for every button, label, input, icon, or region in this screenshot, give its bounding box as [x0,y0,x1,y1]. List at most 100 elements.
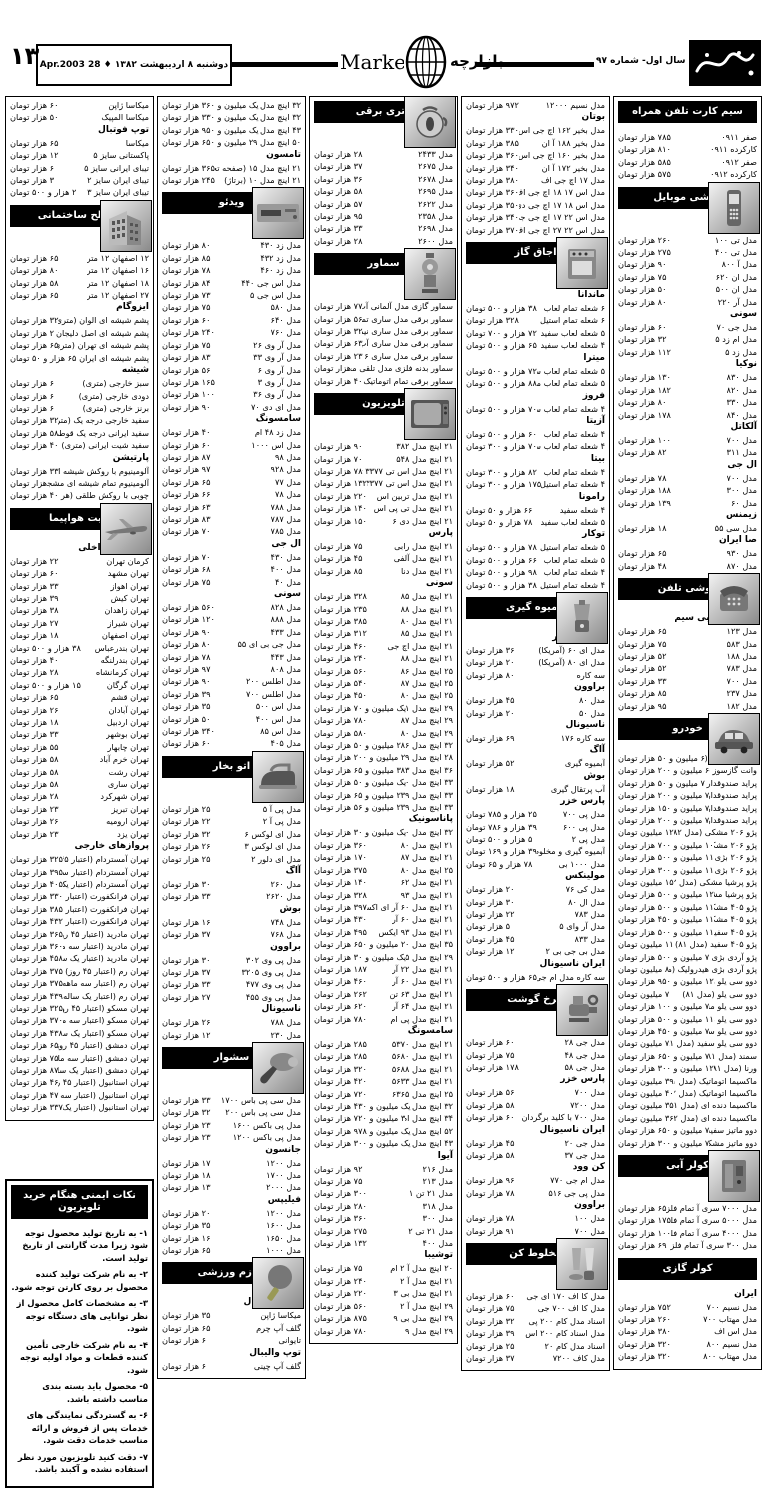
section-title: اتو بخار [212,760,251,772]
item-name: تهران اهواز [110,580,149,591]
item-price: ۶۵ هزار تومان [10,692,59,703]
price-row: مدل ۲۰۰۰ ۱۳ هزار تومان [162,1181,301,1193]
item-name: مدل بخیر ۱۷۲ آ ان [541,162,605,173]
price-row: مدل ۴۳۳ ۹۰ هزار تومان [162,626,301,638]
item-price: ۶۰ هزار تومان [162,738,211,749]
item-name: مدل ۳۱۸ [422,1200,453,1211]
price-row: ۲۹ اینچ مدل ۸۱یک میلیون و ۷۰ هزار تومان [314,702,453,714]
price-row: مدل ۲۱۳ ۷۵ هزار تومان [314,1175,453,1187]
item-price: ۶۵ هزار تومان [162,1245,211,1256]
item-name: تایوانی [278,1335,301,1346]
item-name: مدل ۲۳۵۸ [418,211,453,222]
price-row: ۳۲ اینچ مدل ۹۰یک میلیون و ۳۰ هزار تومان [314,826,453,838]
item-price: ۲ میلیون و ۶۵۰ هزار تومان [314,939,406,950]
item-name: ۲۵ اینچ مدل ۸۷ [400,678,453,688]
item-name: مدل پی جی ۵۱۶ [548,1187,605,1198]
price-row: مدل پی ۷۰۰ ۲۵ هزار و ۷۸۵ تومان [466,808,605,820]
brand-name: ایران [734,1288,757,1299]
item-price: ۴۹۵ هزار تومان [314,926,367,937]
price-row: ۲۱ اینچ مدل آ ۲ ۲۴۰ هزار تومان [314,1275,453,1287]
item-price: ۷۵ هزار تومان [314,1263,363,1274]
item-price: ۱۸۷ هزار تومان [314,963,367,974]
item-price: ۶۰ هزار تومان [466,1112,515,1123]
item-price: ۱۶ هزار تومان [162,1232,211,1243]
price-row: مدل ۴۰۰ ۱۳۲ هزار تومان [314,1237,453,1249]
item-price: ۶۰ هزار و ۵۰۰ تومان [466,428,537,439]
item-name: مدل ۲۶۷۸ [418,173,453,184]
item-price: ۸۰ هزار تومان [618,397,667,408]
item-price: ۳۶۵ هزار تومان [10,928,63,939]
item-name: مدل ۳۰۰ [726,485,757,496]
item-name: تهران دمشق (اعتبار سه ماهه) [58,1052,149,1063]
item-price: ۵۸ هزار تومان [10,277,59,288]
price-row: ۵ شعله لعاب سفید ۷۲ هزار و ۷۰۰ تومان [466,327,605,339]
price-row: مدل ۱۰۰ ۷۸ هزار تومان [466,1212,605,1224]
vcr-photo [252,187,304,240]
item-price: ۲۳ هزار تومان [314,350,363,361]
item-price: ۲ میلیون و ۵۶ هزار تومان [314,802,401,813]
brand-name: بوش [583,770,605,781]
item-name: مدل اسناد کام ۲۰۰ اس [525,1328,605,1339]
brand-name: توپ فوتبال [98,124,149,135]
price-row: مدل ان ۵۰۰ ۵۰ هزار تومان [618,283,757,295]
item-name: مدل ۲۳۰ [270,1029,301,1040]
item-price: ۳۶۰ هزار تومان [466,150,519,161]
price-row: ۲۱ اینچ مدل ۵۶۸۸ ۳۲۰ هزار تومان [314,1063,453,1075]
column-box: مدل نسیم ۱۲۰۰۰ ۹۷۲ هزار تومان بوتان مدل بخی… [461,96,610,1372]
item-price: ۹۰ هزار تومان [618,259,667,270]
price-row: مدل ۵۰۰۰ سری آ تمام فلز ۳۴۲۱۷۵ هزار توما… [618,1214,757,1226]
item-name: ۲۹ اینچ مدل ۹ [405,1325,453,1336]
section-title: سیم کارت تلفن همراه [632,106,743,117]
price-row: ۲۱ اینچ مدل ۸۸ ۲۴۰ هزار تومان [314,652,453,664]
item-price: ۸۰ هزار تومان [466,669,515,680]
item-name: ۴ شعله تمام لعاب [543,466,605,477]
price-row: مدل ۷۸۸ ۲۶ هزار تومان [162,1016,301,1028]
brand-name: ایران ناسیونال [539,958,605,969]
item-price: ۷۸ هزار تومان [314,465,363,476]
price-row: مدل ۲۶۰۰ ۲۸ هزار تومان [314,235,453,247]
item-price: ۶۵ هزار تومان [10,252,59,263]
item-price: ۵۸ هزار تومان [314,186,363,197]
price-row: آب پرتقال گیری ۱۸ هزار تومان [466,783,605,795]
item-price: ۱۱ میلیون و ۴۵۰ هزار تومان [618,914,714,925]
item-price: هزار تومان [10,477,48,488]
column-box: میکاسا ژاپن ۶۰ هزار تومان میکاسا المپیک ۵۰ … [5,96,154,1121]
item-price: ۳۹ هزار تومان [10,592,59,603]
price-row: مدل ۱۸۲ ۹۵ هزار تومان [618,700,757,712]
item-name: مدل ۸۰۸ [270,664,301,675]
item-price: ۹۷ هزار تومان [162,464,211,475]
item-price: ۳۶۰ هزار تومان [314,839,367,850]
item-name: ۴ شعله تمام لعاب [543,567,605,578]
brand-name: براوون [270,941,301,952]
price-row: تهران کرمانشاه ۲۸ هزار تومان [10,666,149,678]
brand-name: تامسون [266,149,301,160]
section-title: سشوار [213,1051,250,1063]
item-name: مدل اطلس ۲۰۰ [246,676,301,687]
price-row: مدل ۴۴۳ ۷۸ هزار تومان [162,651,301,663]
item-name: تهران ارومیه [106,816,149,827]
item-name: اسناد مدل کام ۲۰۰ پی [528,1315,605,1326]
item-price: ۲۴۵ هزار تومان [162,175,215,186]
item-name: مدل پی ۲ [571,834,605,845]
item-name: تهران آمستردام (اعتبار ۴۵ روز) [63,854,149,865]
item-price: ۷۸۵ هزار تومان [618,132,671,142]
item-name: مدل ۲۶۹۸ [418,223,453,234]
item-name: ۲۱ اینچ مدل ۸۵ [400,591,453,602]
price-row: مدل زد ۴۸ ام ۴۰ هزار تومان [162,426,301,438]
price-row: پراید صندوقدار سفید (مدل ۸۱)۷ میلیون و ۵… [618,777,757,789]
price-row: ۲۱ اینچ مدل ۸۸ ۲۳۵ هزار تومان [314,603,453,615]
item-price: ۶۵ هزار تومان [10,340,59,351]
brand-name: نوکیا [735,359,757,370]
item-price: ۷۵ هزار تومان [162,339,211,350]
item-price: ۶ هزار تومان [10,402,55,413]
price-row: پراید صندوقدار مشکی (مدل ۸۱)۷ میلیون و ۱… [618,802,757,814]
brand-name: بوتان [581,112,605,123]
item-price: ۳۷ هزار تومان [162,929,211,940]
item-name: مدل ۱۸۸ [726,650,757,661]
price-row: مدل ۷۲۰۰ ۵۸ هزار تومان [466,1099,605,1111]
price-row: مدل اس ۱۰۰۰ ۶۰ هزار تومان [162,439,301,451]
price-row: مدل ال ۸۰ ۳۰ هزار تومان [466,896,605,908]
price-row: مدل بخیر ۱۸۸ آ ان ۳۸۵ هزار تومان [466,137,605,149]
item-name: تهران زاهدان [104,605,149,616]
